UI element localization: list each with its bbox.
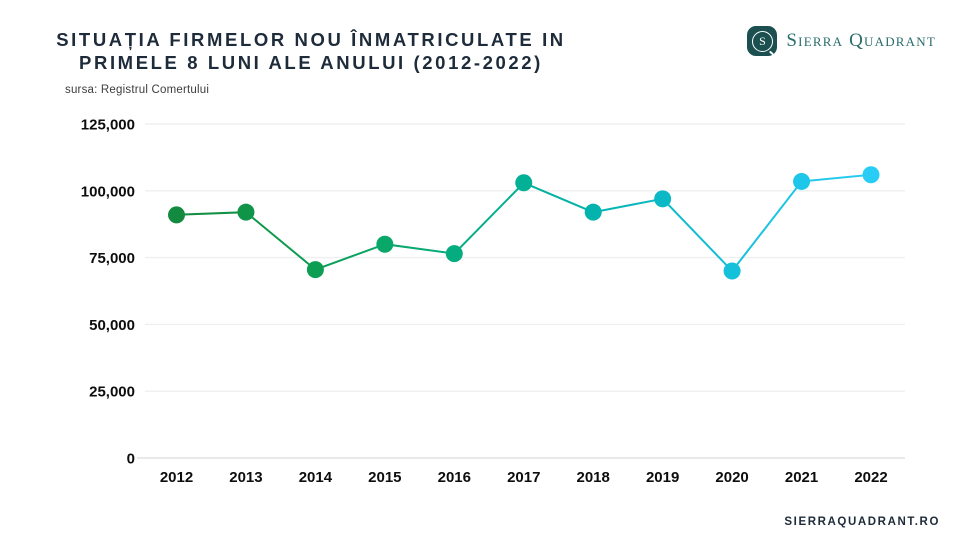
y-tick-label-25000: 25,000 — [89, 384, 135, 401]
sierra-quadrant-logo: S Sierra Quadrant — [747, 26, 936, 56]
sierra-quadrant-logo-icon: S — [747, 26, 778, 56]
source-note: sursa: Registrul Comertului — [65, 84, 210, 96]
x-tick-label-2022: 2022 — [854, 469, 887, 486]
x-tick-label-2012: 2012 — [160, 469, 193, 486]
brand-name: Sierra Quadrant — [786, 30, 936, 51]
x-tick-label-2013: 2013 — [229, 469, 262, 486]
x-tick-label-2016: 2016 — [438, 469, 471, 486]
data-point-2016 — [445, 245, 463, 263]
y-tick-label-75000: 75,000 — [89, 250, 135, 267]
y-tick-label-100000: 100,000 — [81, 183, 135, 200]
x-tick-label-2021: 2021 — [785, 469, 818, 486]
y-tick-label-0: 0 — [127, 451, 135, 468]
x-tick-label-2018: 2018 — [577, 469, 610, 486]
data-point-2014 — [306, 261, 324, 279]
data-point-2018 — [584, 203, 602, 221]
data-point-2013 — [237, 203, 255, 221]
page-title-line2: PRIMELE 8 LUNI ALE ANULUI (2012-2022) — [79, 52, 543, 73]
y-tick-label-125000: 125,000 — [81, 117, 135, 134]
data-point-2021 — [793, 172, 811, 190]
data-point-2019 — [654, 190, 672, 208]
page-title: SITUAȚIA FIRMELOR NOU ÎNMATRICULATE IN P… — [0, 28, 622, 74]
page-title-line1: SITUAȚIA FIRMELOR NOU ÎNMATRICULATE IN — [56, 29, 566, 50]
x-tick-label-2015: 2015 — [368, 469, 401, 486]
logo-monogram: S — [751, 30, 773, 52]
x-tick-label-2019: 2019 — [646, 469, 679, 486]
y-tick-label-50000: 50,000 — [89, 317, 135, 334]
data-point-2022 — [862, 166, 880, 184]
x-tick-label-2017: 2017 — [507, 469, 540, 486]
website-url: SIERRAQUADRANT.RO — [784, 516, 940, 528]
x-tick-label-2014: 2014 — [299, 469, 333, 486]
data-point-2012 — [168, 206, 185, 224]
data-point-2017 — [515, 174, 533, 192]
data-point-2020 — [723, 262, 741, 280]
data-point-2015 — [376, 235, 394, 253]
x-tick-label-2020: 2020 — [715, 469, 748, 486]
